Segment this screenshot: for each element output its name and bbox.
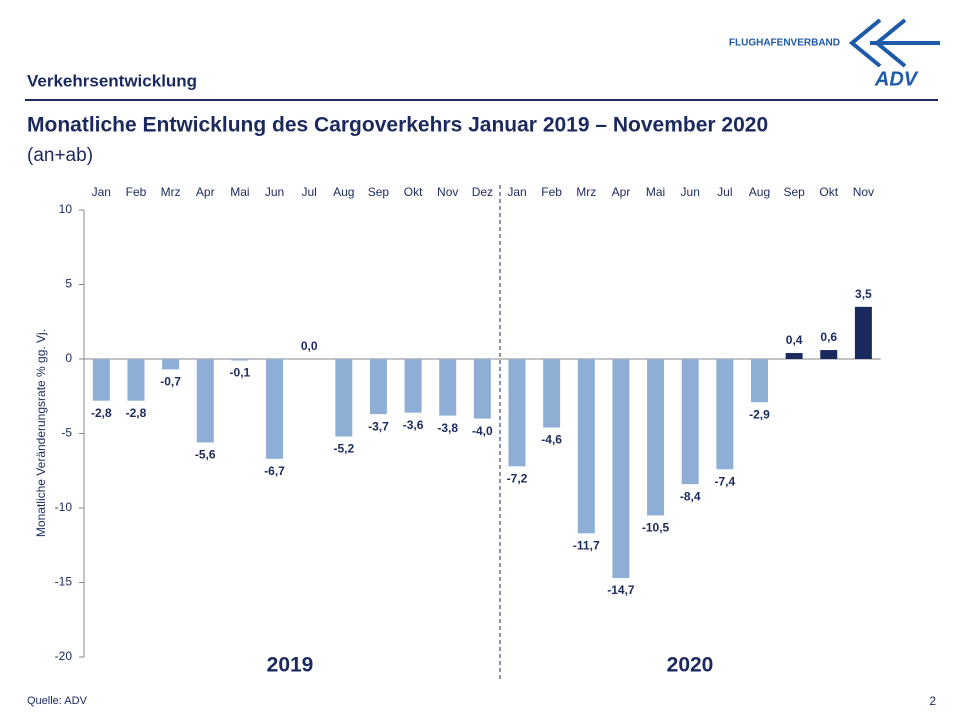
- x-tick-label: Sep: [783, 185, 805, 199]
- x-tick-label: Sep: [368, 185, 390, 199]
- value-label: 0,4: [786, 333, 803, 347]
- x-tick-label: Jul: [301, 185, 316, 199]
- bar: [473, 359, 491, 419]
- y-tick-label: 10: [59, 202, 73, 216]
- value-label: -3,6: [403, 418, 424, 432]
- x-tick-label: Feb: [541, 185, 562, 199]
- bar: [612, 359, 630, 579]
- bar: [439, 359, 457, 416]
- x-tick-label: Jan: [92, 185, 111, 199]
- x-tick-label: Mrz: [576, 185, 596, 199]
- value-label: 0,6: [820, 330, 837, 344]
- value-label: 0,0: [301, 339, 318, 353]
- x-tick-label: Okt: [404, 185, 423, 199]
- bar: [404, 359, 422, 413]
- value-label: -8,4: [680, 489, 701, 503]
- value-label: -3,7: [368, 419, 389, 433]
- value-label: -0,7: [160, 375, 181, 389]
- value-label: -10,5: [642, 521, 670, 535]
- x-tick-label: Mai: [646, 185, 665, 199]
- bar: [335, 359, 353, 437]
- bar: [820, 350, 838, 359]
- value-label: -2,8: [126, 406, 147, 420]
- x-tick-label: Jun: [265, 185, 284, 199]
- bar: [785, 353, 803, 359]
- x-tick-label: Mai: [230, 185, 249, 199]
- bar: [854, 306, 872, 359]
- value-label: -2,8: [91, 406, 112, 420]
- value-label: -5,6: [195, 448, 216, 462]
- bar: [716, 359, 734, 470]
- chart-subtitle: (an+ab): [27, 145, 93, 166]
- bar: [750, 359, 768, 403]
- y-tick-label: -5: [61, 426, 72, 440]
- logo-brand: ADV: [874, 68, 919, 90]
- y-tick-label: 0: [65, 351, 72, 365]
- source: Quelle: ADV: [27, 695, 88, 707]
- x-tick-label: Nov: [853, 185, 874, 199]
- value-label: 3,5: [855, 287, 872, 301]
- x-tick-label: Dez: [472, 185, 493, 199]
- value-label: -7,4: [714, 474, 735, 488]
- x-tick-label: Aug: [749, 185, 770, 199]
- x-tick-label: Aug: [333, 185, 354, 199]
- value-label: -5,2: [333, 442, 354, 456]
- x-tick-label: Feb: [126, 185, 147, 199]
- bar: [162, 359, 180, 370]
- bar: [127, 359, 145, 401]
- x-tick-label: Apr: [196, 185, 215, 199]
- value-label: -2,9: [749, 407, 770, 421]
- value-label: -4,0: [472, 424, 493, 438]
- y-axis-label: Monatliche Veränderungsrate % gg. Vj.: [34, 329, 48, 537]
- bar: [577, 359, 595, 534]
- bar: [266, 359, 284, 459]
- value-label: -0,1: [230, 366, 251, 380]
- year-label: 2019: [267, 654, 314, 677]
- year-label: 2020: [667, 654, 714, 677]
- x-tick-label: Jul: [717, 185, 732, 199]
- bar: [369, 359, 387, 415]
- section-title: Verkehrsentwicklung: [27, 71, 197, 90]
- y-tick-label: -20: [55, 649, 73, 663]
- y-tick-label: -10: [55, 500, 73, 514]
- bar: [681, 359, 699, 485]
- bar: [196, 359, 214, 443]
- bar: [508, 359, 526, 467]
- x-tick-label: Jun: [681, 185, 700, 199]
- bar: [231, 359, 249, 361]
- x-tick-label: Apr: [612, 185, 631, 199]
- value-label: -4,6: [541, 433, 562, 447]
- logo-mark: [848, 18, 940, 68]
- logo-text: FLUGHAFENVERBAND: [729, 38, 840, 49]
- y-tick-label: 5: [65, 277, 72, 291]
- bar: [647, 359, 665, 516]
- chart-title: Monatliche Entwicklung des Cargoverkehrs…: [27, 114, 768, 137]
- bar: [92, 359, 110, 401]
- value-label: -14,7: [607, 583, 635, 597]
- x-tick-label: Jan: [507, 185, 526, 199]
- x-tick-label: Mrz: [161, 185, 181, 199]
- x-tick-label: Nov: [437, 185, 458, 199]
- y-tick-label: -15: [55, 575, 73, 589]
- value-label: -7,2: [507, 471, 528, 485]
- value-label: -6,7: [264, 464, 285, 478]
- x-tick-label: Okt: [819, 185, 838, 199]
- value-label: -11,7: [573, 539, 600, 553]
- value-label: -3,8: [437, 421, 458, 435]
- page-number: 2: [929, 694, 936, 708]
- bar: [543, 359, 561, 428]
